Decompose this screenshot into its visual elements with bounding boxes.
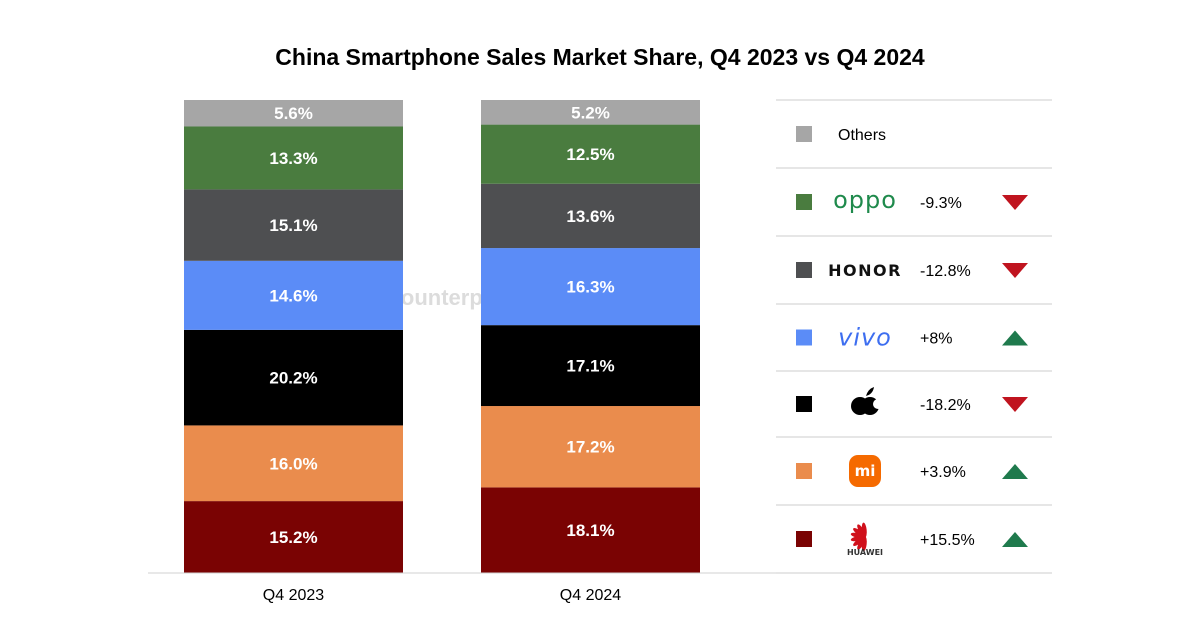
category-label-0: Q4 2023 <box>263 587 324 604</box>
legend-swatch-oppo <box>796 194 812 210</box>
honor-wordmark: HONOR <box>828 261 902 280</box>
huawei-petal-logo-icon: HUAWEI <box>847 522 883 557</box>
bar-segment-vivo-0 <box>184 260 403 330</box>
legend-swatch-others <box>796 126 812 142</box>
bar-segment-apple-1 <box>481 325 700 407</box>
apple-logo-icon <box>851 387 883 415</box>
data-label-xiaomi-1: 17.2% <box>566 438 614 457</box>
bar-segment-others-1 <box>481 100 700 125</box>
oppo-wordmark: oppo <box>833 186 897 214</box>
triangle-up-icon <box>1002 330 1028 346</box>
data-label-apple-1: 17.1% <box>566 357 614 376</box>
bar-segment-vivo-1 <box>481 248 700 326</box>
legend-swatch-huawei <box>796 531 812 547</box>
triangle-up-icon <box>1002 464 1028 479</box>
triangle-up-icon <box>1002 532 1028 547</box>
bar-segment-honor-0 <box>184 189 403 261</box>
triangle-down-icon <box>1002 263 1028 278</box>
data-label-honor-0: 15.1% <box>269 216 317 235</box>
data-label-oppo-1: 12.5% <box>566 145 614 164</box>
data-label-others-0: 5.6% <box>274 104 313 123</box>
data-label-huawei-1: 18.1% <box>566 521 614 540</box>
legend-yoy-apple: -18.2% <box>920 397 971 414</box>
bar-segment-oppo-0 <box>184 126 403 190</box>
legend: Others oppo -9.3% HONOR -12.8% vivo +8% -18.2% m… <box>776 99 1052 574</box>
bar-segment-apple-0 <box>184 329 403 426</box>
triangle-down-icon <box>1002 397 1028 412</box>
bar-segment-xiaomi-1 <box>481 406 700 488</box>
xiaomi-wordmark: mi <box>855 462 876 480</box>
bar-segment-oppo-1 <box>481 124 700 184</box>
data-label-oppo-0: 13.3% <box>269 149 317 168</box>
triangle-down-icon <box>1002 195 1028 210</box>
legend-yoy-huawei: +15.5% <box>920 532 975 549</box>
legend-swatch-apple <box>796 396 812 412</box>
bar-segment-others-0 <box>184 100 403 127</box>
data-label-huawei-0: 15.2% <box>269 528 317 547</box>
bar-segment-xiaomi-0 <box>184 425 403 502</box>
data-label-xiaomi-0: 16.0% <box>269 454 317 473</box>
category-label-1: Q4 2024 <box>560 587 621 604</box>
bar-segment-huawei-0 <box>184 501 403 573</box>
data-label-apple-0: 20.2% <box>269 369 317 388</box>
bar-segment-huawei-1 <box>481 487 700 573</box>
xiaomi-mi-logo-icon: mi <box>849 455 881 487</box>
legend-swatch-honor <box>796 262 812 278</box>
chart-title: China Smartphone Sales Market Share, Q4 … <box>275 44 925 70</box>
legend-yoy-vivo: +8% <box>920 331 952 348</box>
legend-yoy-oppo: -9.3% <box>920 195 962 212</box>
data-label-others-1: 5.2% <box>571 103 610 122</box>
legend-label-others: Others <box>838 127 886 144</box>
bars-group: 15.2% 16.0% 20.2% 14.6% 15.1% 13.3% 5.6% 18.1% 1… <box>184 100 700 573</box>
vivo-wordmark: vivo <box>838 324 892 352</box>
bar-segment-honor-1 <box>481 183 700 249</box>
legend-swatch-xiaomi <box>796 463 812 479</box>
legend-swatch-vivo <box>796 329 812 346</box>
legend-yoy-xiaomi: +3.9% <box>920 464 966 481</box>
x-axis-labels: Q4 2023 Q4 2024 <box>263 587 621 604</box>
huawei-wordmark: HUAWEI <box>847 548 883 557</box>
data-label-vivo-0: 14.6% <box>269 286 317 305</box>
data-label-vivo-1: 16.3% <box>566 278 614 297</box>
data-label-honor-1: 13.6% <box>566 207 614 226</box>
legend-yoy-honor: -12.8% <box>920 263 971 280</box>
